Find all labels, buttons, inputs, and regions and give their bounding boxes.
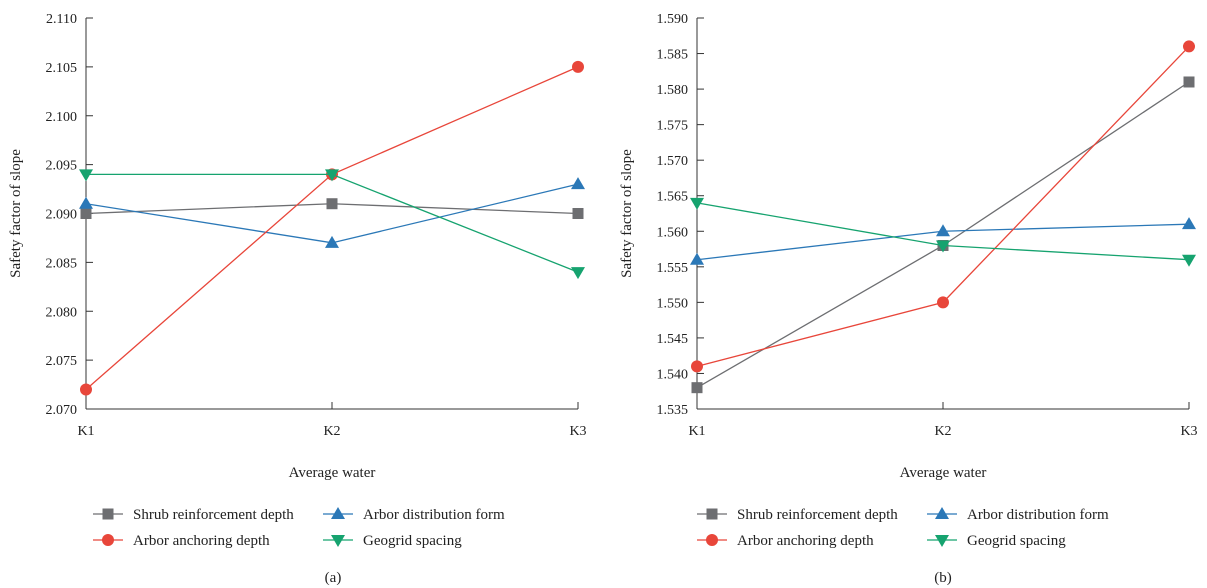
legend-label: Arbor distribution form [967, 507, 1109, 523]
x-tick-label: K1 [688, 424, 705, 439]
y-axis-title: Safety factor of slope [8, 149, 24, 278]
series-line [85, 66, 579, 390]
x-tick-label: K3 [569, 424, 586, 439]
data-point [572, 60, 584, 73]
legend-item: Geogrid spacing [323, 533, 462, 549]
y-tick-label: 2.110 [46, 12, 77, 27]
x-tick-label: K3 [1180, 424, 1197, 439]
y-tick-label: 2.100 [46, 110, 78, 125]
y-tick-label: 2.105 [46, 61, 78, 76]
x-tick-label: K1 [77, 424, 94, 439]
data-point [80, 208, 92, 219]
data-point [325, 169, 339, 182]
data-point [936, 240, 950, 253]
legend-marker [331, 535, 345, 547]
legend-item: Shrub reinforcement depth [93, 507, 294, 523]
y-tick-label: 1.575 [657, 119, 689, 134]
legend-item: Arbor distribution form [927, 507, 1109, 523]
y-tick-label: 1.540 [657, 367, 689, 382]
data-point [572, 208, 584, 219]
data-point [571, 177, 585, 190]
data-point [571, 267, 585, 280]
y-axis-title: Safety factor of slope [619, 149, 635, 278]
data-point [690, 252, 704, 265]
y-tick-label: 1.570 [657, 154, 689, 169]
series-line [85, 183, 579, 244]
legend-marker [706, 508, 718, 520]
y-tick-label: 2.095 [46, 159, 78, 174]
legend-marker [706, 534, 718, 546]
data-point [691, 382, 703, 394]
y-tick-label: 2.075 [46, 354, 78, 369]
legend-label: Arbor anchoring depth [737, 533, 874, 549]
legend-label: Geogrid spacing [363, 533, 462, 549]
legend-label: Shrub reinforcement depth [737, 507, 898, 523]
legend-label: Shrub reinforcement depth [133, 507, 294, 523]
data-point [937, 296, 949, 309]
x-axis-title: Average water [900, 465, 987, 481]
y-tick-label: 1.560 [657, 225, 689, 240]
data-point [1183, 76, 1195, 88]
legend-marker [331, 507, 345, 519]
legend-marker [935, 507, 949, 519]
y-tick-label: 2.090 [46, 208, 78, 223]
legend-label: Geogrid spacing [967, 533, 1066, 549]
panel-label: (b) [934, 570, 952, 586]
legend-marker [102, 534, 114, 546]
x-tick-label: K2 [934, 424, 951, 439]
y-tick-label: 2.085 [46, 256, 78, 271]
y-tick-label: 1.590 [657, 12, 689, 27]
data-point [79, 169, 93, 182]
legend-label: Arbor distribution form [363, 507, 505, 523]
legend-marker [102, 508, 114, 520]
legend-item: Shrub reinforcement depth [697, 507, 898, 523]
x-axis-title: Average water [289, 465, 376, 481]
x-tick-label: K2 [323, 424, 340, 439]
y-tick-label: 1.580 [657, 83, 689, 98]
data-point [326, 198, 338, 210]
y-tick-label: 2.080 [46, 305, 78, 320]
data-point [691, 360, 703, 373]
legend-marker [935, 535, 949, 547]
chart-panel-1: 2.070 2.075 2.080 2.085 2.090 2.095 2.100 2.105… [8, 12, 587, 586]
panel-label: (a) [325, 570, 342, 586]
legend-item: Arbor anchoring depth [697, 533, 874, 549]
data-point [79, 196, 93, 209]
y-tick-label: 1.565 [657, 190, 689, 205]
legend-item: Arbor distribution form [323, 507, 505, 523]
series-line [696, 45, 1190, 367]
y-tick-label: 1.545 [657, 332, 689, 347]
data-point [1182, 254, 1196, 267]
data-point [325, 235, 339, 248]
legend-item: Geogrid spacing [927, 533, 1066, 549]
y-tick-label: 1.585 [657, 48, 689, 63]
legend-item: Arbor anchoring depth [93, 533, 270, 549]
chart-panel-2: 1.535 1.540 1.545 1.550 1.555 1.560 1.565 1.570… [619, 12, 1198, 586]
data-point [80, 383, 92, 396]
data-point [1182, 217, 1196, 230]
y-tick-label: 1.535 [657, 403, 689, 418]
series-line [86, 173, 579, 273]
legend-label: Arbor anchoring depth [133, 533, 270, 549]
data-point [1183, 40, 1195, 53]
y-tick-label: 1.550 [657, 296, 689, 311]
data-point [690, 197, 704, 210]
y-tick-label: 1.555 [657, 261, 689, 276]
y-tick-label: 2.070 [46, 403, 78, 418]
data-point [936, 224, 950, 237]
